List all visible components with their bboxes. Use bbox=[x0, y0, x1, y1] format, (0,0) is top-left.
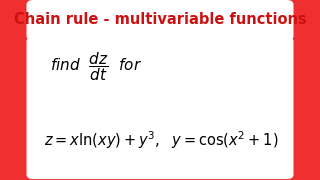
FancyBboxPatch shape bbox=[27, 37, 293, 179]
Text: Chain rule - multivariable functions: Chain rule - multivariable functions bbox=[14, 12, 306, 27]
Text: $\mathit{find} \ \ \dfrac{dz}{dt} \ \ \mathit{for}$: $\mathit{find} \ \ \dfrac{dz}{dt} \ \ \m… bbox=[50, 50, 142, 83]
FancyBboxPatch shape bbox=[27, 0, 293, 40]
Text: $z = x\ln(xy) + y^3, \ \ y{=}\cos(x^2 + 1)$: $z = x\ln(xy) + y^3, \ \ y{=}\cos(x^2 + … bbox=[44, 130, 279, 151]
